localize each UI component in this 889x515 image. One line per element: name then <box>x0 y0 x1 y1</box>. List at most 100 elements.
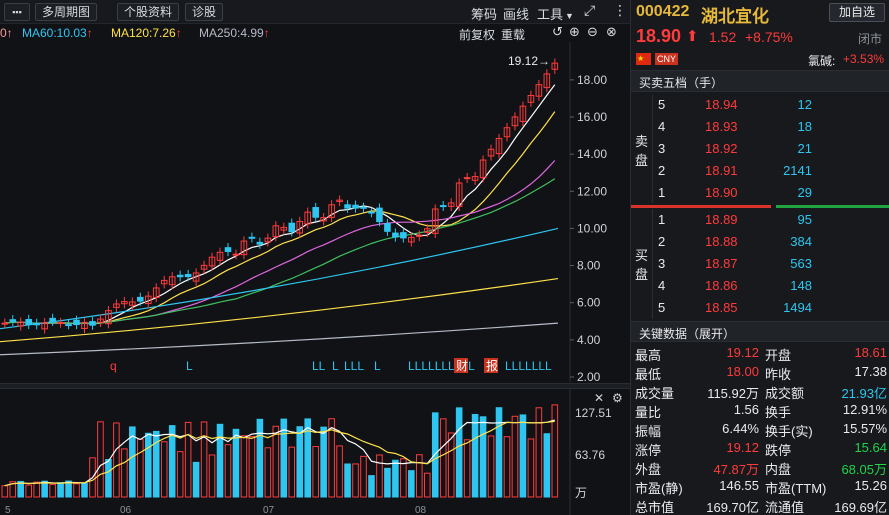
kline-tick-label: 14.00 <box>577 147 607 161</box>
keydata-row: 最低 18.00 昨收 17.38 <box>631 362 889 382</box>
kline-chart[interactable]: 18.00 16.00 14.00 12.00 10.00 8.00 6.00 4.00 2.0… <box>0 42 630 382</box>
candle-body <box>416 234 423 237</box>
multi-period-button[interactable]: 多周期图 <box>35 3 98 21</box>
candle-body <box>17 321 25 327</box>
volume-bar <box>455 407 463 498</box>
ask-row[interactable]: 5 18.94 12 <box>631 94 889 116</box>
zoom-out-icon[interactable]: ⊖ <box>587 24 598 39</box>
keydata-header[interactable]: 关键数据（展开） <box>631 321 889 342</box>
volume-bar <box>487 435 495 498</box>
volume-bar <box>49 483 56 498</box>
more-icon[interactable]: ⋮ <box>613 2 627 18</box>
ma-line <box>4 84 556 325</box>
volume-close-icon[interactable]: ✕ <box>594 391 604 405</box>
volume-chart[interactable]: 127.51 63.76 万 5 06 07 08 ✕ ⚙ <box>0 389 630 515</box>
candle-body <box>376 207 383 223</box>
event-mark[interactable]: LL <box>312 359 326 373</box>
candle-body <box>264 237 272 243</box>
bid-row[interactable]: 1 18.89 95 <box>631 209 889 231</box>
ask-row[interactable]: 3 18.92 21 <box>631 138 889 160</box>
candle-body <box>144 295 152 305</box>
keydata-row: 涨停 19.12 跌停 15.64 <box>631 438 889 458</box>
menu-button[interactable]: ▪▪▪ <box>4 3 30 21</box>
bid-row[interactable]: 5 18.85 1494 <box>631 297 889 319</box>
undo-icon[interactable]: ↺ <box>552 24 563 39</box>
last-price: 18.90 <box>636 26 682 46</box>
candle-body <box>208 256 216 267</box>
volume-bar <box>543 433 551 498</box>
expand-icon[interactable]: ⤢ <box>584 2 596 18</box>
event-mark[interactable]: LLLLLLL <box>505 359 552 373</box>
kline-tick-label: 18.00 <box>577 73 607 87</box>
sector-label[interactable]: 氯碱: <box>808 54 836 68</box>
volume-x-tick: 5 <box>5 505 11 515</box>
keydata-row: 总市值 169.70亿 流通值 169.69亿 <box>631 495 889 515</box>
stock-info-button[interactable]: 个股资料 <box>117 3 180 21</box>
ask-row[interactable]: 2 18.91 2141 <box>631 160 889 182</box>
volume-bar <box>447 432 455 498</box>
volume-bar <box>328 418 335 498</box>
volume-bar <box>439 418 447 498</box>
reset-button[interactable]: 重载 <box>501 28 526 42</box>
volume-x-tick: 08 <box>415 505 427 515</box>
add-watchlist-button[interactable]: 加自选 <box>829 3 885 22</box>
up-arrow-icon: ⬆ <box>686 28 699 45</box>
candle-body <box>256 241 264 245</box>
keydata-row: 外盘 47.87万 内盘 68.05万 <box>631 457 889 477</box>
candle-body <box>463 177 471 180</box>
zoom-in-icon[interactable]: ⊕ <box>569 24 580 39</box>
ask-row[interactable]: 4 18.93 18 <box>631 116 889 138</box>
candle-body <box>312 207 319 218</box>
candle-body <box>73 319 80 326</box>
close-chart-icon[interactable]: ⊗ <box>606 24 617 39</box>
keydata-label: 内盘 <box>765 462 792 477</box>
candle-body <box>105 310 112 325</box>
bid-row[interactable]: 3 18.87 563 <box>631 253 889 275</box>
volume-bar <box>479 416 487 498</box>
candle-body <box>503 127 511 138</box>
chart-toolbar: ▪▪▪ 多周期图 个股资料 诊股 筹码 画线 工具 ▼ ⤢ ⋮ <box>0 0 630 24</box>
adjust-button[interactable]: 前复权 <box>459 28 496 42</box>
draw-line-button[interactable]: 画线 <box>503 7 530 22</box>
tools-menu[interactable]: 工具 ▼ <box>537 4 574 23</box>
event-mark[interactable]: q <box>110 359 117 373</box>
price-change: 1.52 <box>709 29 737 45</box>
candle-body <box>495 138 503 155</box>
candle-body <box>360 206 367 209</box>
bid-row[interactable]: 2 18.88 384 <box>631 231 889 253</box>
ask-price: 18.90 <box>705 185 738 200</box>
event-mark[interactable]: 报 <box>486 358 498 373</box>
event-mark[interactable]: 财 <box>456 359 468 373</box>
chevron-down-icon: ▼ <box>565 11 574 21</box>
volume-bar <box>33 481 40 498</box>
volume-bar <box>336 445 343 498</box>
ma-long-line <box>0 322 559 356</box>
volume-settings-icon[interactable]: ⚙ <box>612 391 623 405</box>
bid-volume: 563 <box>790 256 812 271</box>
bid-volume: 384 <box>790 234 812 249</box>
ask-row[interactable]: 1 18.90 29 <box>631 182 889 204</box>
candle-body <box>543 73 551 89</box>
ma-legend: 0↑ MA60:10.03↑ MA120:7.26↑ MA250:4.99↑ 前… <box>0 24 630 42</box>
event-mark[interactable]: L <box>332 359 339 373</box>
bid-row[interactable]: 4 18.86 148 <box>631 275 889 297</box>
keydata-value: 19.12 <box>726 345 759 360</box>
keydata-value: 15.64 <box>854 440 887 455</box>
volume-bar <box>105 459 112 498</box>
chips-button[interactable]: 筹码 <box>471 7 498 22</box>
candle-body <box>9 319 17 322</box>
event-mark[interactable]: L <box>374 359 381 373</box>
candle-body <box>216 251 224 261</box>
event-mark[interactable]: LLL <box>344 359 364 373</box>
candle-body <box>129 301 136 306</box>
bid-volume: 95 <box>797 212 812 227</box>
volume-bar <box>495 407 503 498</box>
candle-body <box>392 232 399 238</box>
keydata-row: 最高 19.12 开盘 18.61 <box>631 343 889 363</box>
candle-body <box>176 274 184 278</box>
quote-panel: 000422 湖北宜化 加自选 18.90 ⬆ 1.52 +8.75% 闭市 ★… <box>630 0 889 515</box>
volume-bar <box>503 436 511 498</box>
event-mark[interactable]: L <box>186 359 193 373</box>
keydata-label: 换手 <box>765 405 792 420</box>
diagnose-button[interactable]: 诊股 <box>185 3 224 21</box>
